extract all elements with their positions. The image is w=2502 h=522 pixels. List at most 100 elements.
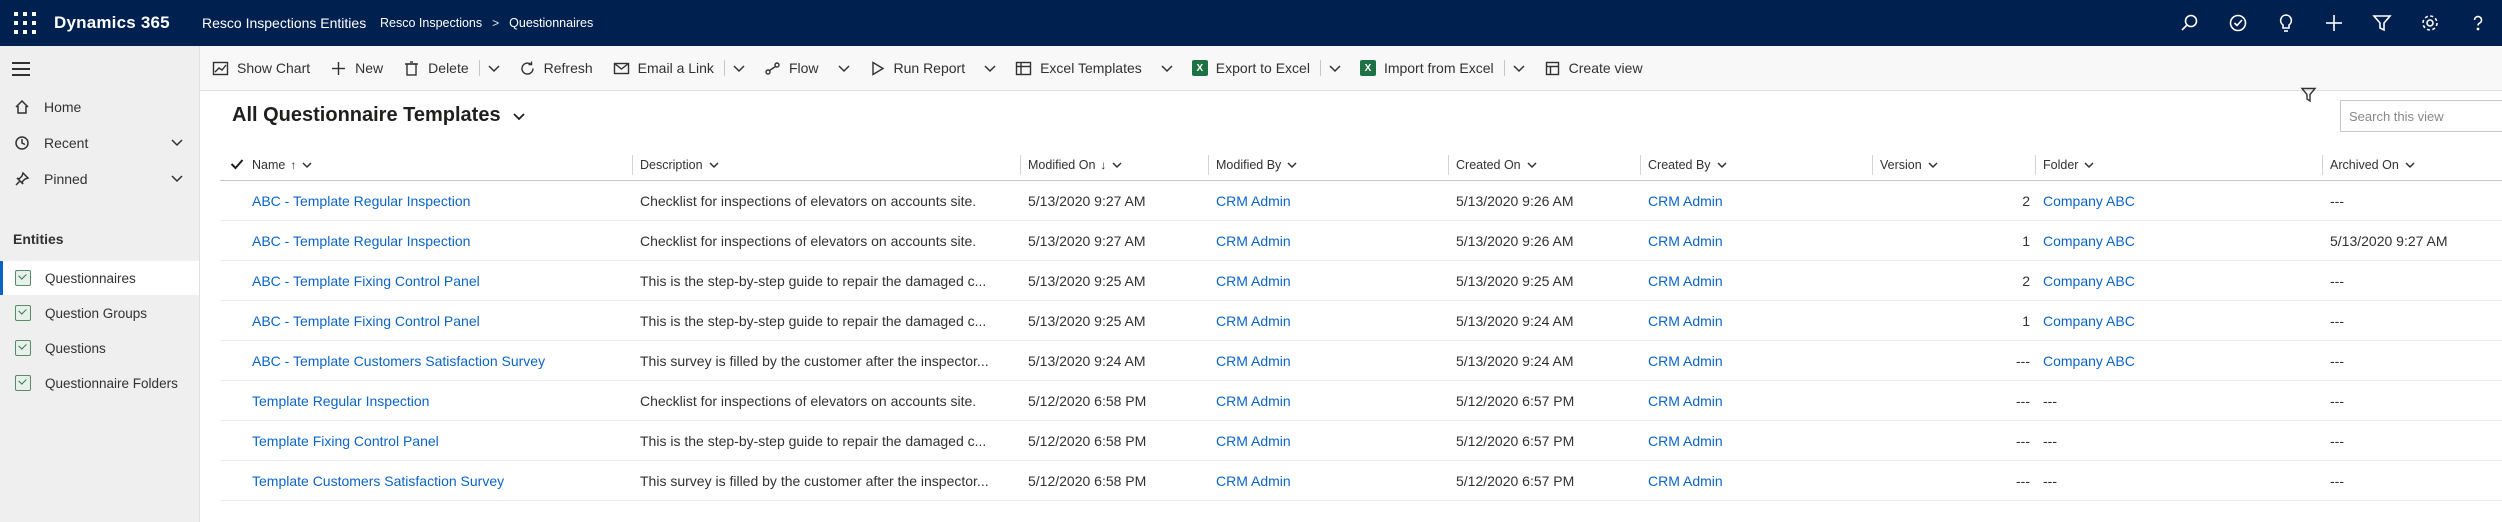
export-to-excel-button[interactable]: X Export to Excel	[1182, 46, 1320, 90]
table-row[interactable]: ABC - Template Customers Satisfaction Su…	[220, 341, 2502, 381]
table-row[interactable]: ABC - Template Regular Inspection Checkli…	[220, 181, 2502, 221]
filter-icon[interactable]	[2300, 86, 2317, 108]
search-input[interactable]	[2340, 100, 2502, 132]
delete-button[interactable]: Delete	[393, 46, 478, 90]
cell-created-by[interactable]: CRM Admin	[1648, 272, 1723, 289]
chevron-down-icon[interactable]	[169, 170, 185, 189]
sidebar-item-home[interactable]: Home	[0, 90, 199, 124]
cell-folder[interactable]: Company ABC	[2043, 272, 2135, 289]
more-email-options-chevron[interactable]	[723, 46, 754, 90]
column-header-created-by[interactable]: Created By	[1648, 150, 1728, 180]
cell-created-by[interactable]: CRM Admin	[1648, 312, 1723, 329]
cell-modified-by[interactable]: CRM Admin	[1216, 432, 1291, 449]
hamburger-menu-icon[interactable]	[12, 62, 30, 76]
cell-name[interactable]: Template Regular Inspection	[252, 392, 430, 409]
import-from-excel-button[interactable]: X Import from Excel	[1350, 46, 1504, 90]
table-row[interactable]: ABC - Template Fixing Control Panel This …	[220, 301, 2502, 341]
table-row[interactable]: ABC - Template Regular Inspection Checkli…	[220, 221, 2502, 261]
plus-icon[interactable]	[2310, 0, 2358, 46]
more-delete-options-chevron[interactable]	[478, 46, 509, 90]
table-row[interactable]: Template Fixing Control Panel This is the…	[220, 421, 2502, 461]
run-report-button[interactable]: Run Report	[859, 46, 976, 90]
export-excel-chevron-down-icon[interactable]	[1319, 46, 1350, 90]
cell-modified-on: 5/12/2020 6:58 PM	[1028, 432, 1147, 449]
sidebar-item-recent[interactable]: Recent	[0, 126, 199, 160]
select-all-checkbox[interactable]	[230, 157, 244, 171]
sidebar-item-question-groups[interactable]: Question Groups	[0, 296, 199, 330]
cell-name[interactable]: ABC - Template Fixing Control Panel	[252, 272, 480, 289]
app-name[interactable]: Resco Inspections Entities	[202, 15, 367, 31]
chevron-down-icon	[1112, 162, 1122, 169]
task-flow-icon[interactable]	[2214, 0, 2262, 46]
column-header-description[interactable]: Description	[640, 150, 720, 180]
refresh-button[interactable]: Refresh	[509, 46, 603, 90]
product-name[interactable]: Dynamics 365	[54, 13, 170, 32]
filter-icon[interactable]	[2358, 0, 2406, 46]
cell-name[interactable]: ABC - Template Customers Satisfaction Su…	[252, 352, 546, 369]
help-icon[interactable]	[2454, 0, 2502, 46]
flow-button[interactable]: Flow	[754, 46, 829, 90]
column-label: Created On	[1456, 158, 1521, 172]
run-report-chevron-down-icon[interactable]	[975, 46, 1005, 90]
cell-modified-by[interactable]: CRM Admin	[1216, 392, 1291, 409]
sidebar-item-pinned[interactable]: Pinned	[0, 162, 199, 196]
cell-modified-by[interactable]: CRM Admin	[1216, 312, 1291, 329]
create-view-button[interactable]: Create view	[1534, 46, 1653, 90]
entities-section-title: Entities	[13, 231, 64, 247]
sidebar-item-questions[interactable]: Questions	[0, 331, 199, 365]
cell-folder[interactable]: Company ABC	[2043, 232, 2135, 249]
column-header-archived-on[interactable]: Archived On	[2330, 150, 2416, 180]
column-header-version[interactable]: Version	[1880, 150, 1939, 180]
cell-modified-by[interactable]: CRM Admin	[1216, 352, 1291, 369]
sidebar-item-questionnaires[interactable]: Questionnaires	[0, 261, 199, 295]
breadcrumb-item-area[interactable]: Resco Inspections	[380, 16, 483, 30]
chevron-down-icon[interactable]	[169, 134, 185, 153]
cell-name[interactable]: Template Customers Satisfaction Survey	[252, 472, 505, 489]
cell-modified-by[interactable]: CRM Admin	[1216, 272, 1291, 289]
table-row[interactable]: Template Customers Satisfaction Survey Th…	[220, 461, 2502, 501]
cell-folder[interactable]: Company ABC	[2043, 352, 2135, 369]
lightbulb-icon[interactable]	[2262, 0, 2310, 46]
cell-modified-by[interactable]: CRM Admin	[1216, 232, 1291, 249]
app-launcher-icon[interactable]	[14, 12, 36, 34]
cell-created-on: 5/12/2020 6:57 PM	[1456, 392, 1575, 409]
cell-archived-on: ---	[2330, 392, 2344, 409]
column-header-modified-on[interactable]: Modified On ↓	[1028, 150, 1123, 180]
excel-templates-chevron-down-icon[interactable]	[1152, 46, 1182, 90]
cell-created-by[interactable]: CRM Admin	[1648, 192, 1723, 209]
cell-folder[interactable]: Company ABC	[2043, 192, 2135, 209]
column-header-modified-by[interactable]: Modified By	[1216, 150, 1298, 180]
table-row[interactable]: Template Regular Inspection Checklist for…	[220, 381, 2502, 421]
cell-created-by[interactable]: CRM Admin	[1648, 432, 1723, 449]
search-icon[interactable]	[2166, 0, 2214, 46]
cell-folder[interactable]: Company ABC	[2043, 312, 2135, 329]
cell-name[interactable]: ABC - Template Fixing Control Panel	[252, 312, 480, 329]
new-button[interactable]: New	[320, 46, 393, 90]
import-excel-chevron-down-icon[interactable]	[1503, 46, 1534, 90]
cell-name[interactable]: ABC - Template Regular Inspection	[252, 232, 471, 249]
cell-archived-on: ---	[2330, 472, 2344, 489]
cell-created-by[interactable]: CRM Admin	[1648, 472, 1723, 489]
column-header-folder[interactable]: Folder	[2043, 150, 2095, 180]
cell-modified-by[interactable]: CRM Admin	[1216, 472, 1291, 489]
cell-modified-by[interactable]: CRM Admin	[1216, 192, 1291, 209]
excel-templates-button[interactable]: Excel Templates	[1005, 46, 1152, 90]
flow-chevron-down-icon[interactable]	[829, 46, 859, 90]
gear-icon[interactable]	[2406, 0, 2454, 46]
cell-folder: ---	[2043, 472, 2057, 489]
view-selector[interactable]: All Questionnaire Templates	[232, 104, 527, 127]
cell-created-by[interactable]: CRM Admin	[1648, 352, 1723, 369]
cell-created-by[interactable]: CRM Admin	[1648, 232, 1723, 249]
column-header-name[interactable]: Name ↑	[252, 150, 313, 180]
cell-name[interactable]: ABC - Template Regular Inspection	[252, 192, 471, 209]
table-row[interactable]: ABC - Template Fixing Control Panel This …	[220, 261, 2502, 301]
email-link-button[interactable]: Email a Link	[603, 46, 724, 90]
show-chart-button[interactable]: Show Chart	[200, 46, 320, 90]
play-icon	[871, 60, 884, 76]
column-header-created-on[interactable]: Created On	[1456, 150, 1538, 180]
cell-created-by[interactable]: CRM Admin	[1648, 392, 1723, 409]
entity-icon	[15, 270, 31, 286]
cell-name[interactable]: Template Fixing Control Panel	[252, 432, 439, 449]
sidebar-item-questionnaire-folders[interactable]: Questionnaire Folders	[0, 366, 199, 400]
breadcrumb-item-entity[interactable]: Questionnaires	[509, 16, 594, 30]
